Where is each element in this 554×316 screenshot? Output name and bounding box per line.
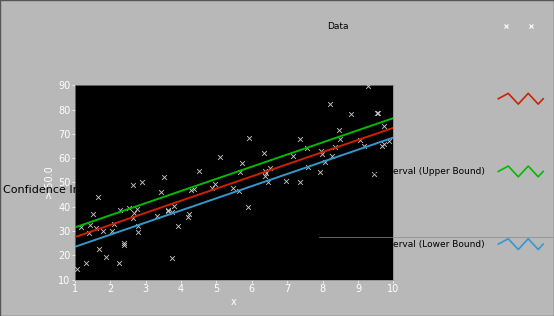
Point xyxy=(174,223,183,228)
Point xyxy=(243,204,252,209)
X-axis label: x: x xyxy=(231,297,237,307)
Point xyxy=(288,154,297,159)
Point xyxy=(120,240,129,246)
Text: Data: Data xyxy=(327,21,348,31)
Point xyxy=(360,144,369,149)
Point xyxy=(320,160,329,165)
Y-axis label: > 50.0: > 50.0 xyxy=(45,166,55,199)
Point xyxy=(107,228,116,234)
Point xyxy=(328,153,337,158)
Point xyxy=(163,207,172,212)
Point xyxy=(281,179,290,184)
Point xyxy=(167,255,176,260)
Point xyxy=(316,169,325,174)
Point xyxy=(304,165,312,170)
Point xyxy=(238,160,247,165)
Point xyxy=(138,180,147,185)
Point xyxy=(91,226,100,231)
Point xyxy=(261,168,270,173)
Point xyxy=(378,143,387,149)
Point xyxy=(295,179,304,184)
Point xyxy=(296,137,305,142)
Point xyxy=(216,154,224,159)
Point xyxy=(89,211,98,216)
Point xyxy=(262,170,271,175)
Point xyxy=(236,169,245,174)
Point xyxy=(81,260,90,265)
Text: Linear fit: Linear fit xyxy=(327,94,367,103)
Point xyxy=(184,214,193,219)
Point xyxy=(133,207,142,212)
Point xyxy=(115,260,124,265)
Point xyxy=(153,213,162,218)
Point xyxy=(259,151,268,156)
Text: Confidence Interval (Lower Bound): Confidence Interval (Lower Bound) xyxy=(327,240,485,249)
Point xyxy=(373,111,382,116)
Point xyxy=(373,111,382,116)
Point xyxy=(167,210,176,215)
Point xyxy=(356,137,365,143)
Point xyxy=(330,144,339,149)
Point xyxy=(346,112,355,117)
Point xyxy=(364,83,373,88)
Point xyxy=(129,211,138,216)
Point xyxy=(261,173,270,178)
Point xyxy=(115,207,124,212)
Point xyxy=(125,205,134,210)
Point xyxy=(189,187,198,192)
Point xyxy=(94,247,103,252)
Point xyxy=(120,242,129,247)
Point xyxy=(109,221,118,226)
Point xyxy=(335,128,343,133)
Text: Confidence Interval (Upper Bound): Confidence Interval (Upper Bound) xyxy=(327,167,485,176)
Point xyxy=(379,123,388,128)
Point xyxy=(208,185,217,191)
Point xyxy=(85,223,94,228)
Point xyxy=(317,151,326,156)
Point xyxy=(187,187,196,192)
Point xyxy=(101,254,110,259)
Point xyxy=(379,142,388,147)
Point xyxy=(99,229,107,234)
Point xyxy=(77,225,86,230)
Point xyxy=(194,168,203,173)
Point xyxy=(129,182,137,187)
Point xyxy=(244,136,253,141)
Point xyxy=(134,223,142,228)
Point xyxy=(265,166,274,171)
Point xyxy=(264,179,273,184)
Point xyxy=(384,138,393,143)
Point xyxy=(170,204,178,209)
Point xyxy=(85,230,94,235)
Text: Confidence Interval: Confidence Interval xyxy=(3,185,112,195)
Point xyxy=(326,102,335,107)
Point xyxy=(163,209,172,214)
Point xyxy=(129,216,137,221)
Point xyxy=(184,212,193,217)
Point xyxy=(160,175,169,180)
Point xyxy=(134,229,143,234)
Point xyxy=(370,172,378,177)
Point xyxy=(157,189,166,194)
Point xyxy=(72,266,81,271)
Point xyxy=(234,189,243,194)
Point xyxy=(211,181,219,186)
Point xyxy=(302,145,311,150)
Point xyxy=(228,185,237,190)
Point xyxy=(316,148,325,153)
Point xyxy=(336,136,345,141)
Point xyxy=(94,195,103,200)
